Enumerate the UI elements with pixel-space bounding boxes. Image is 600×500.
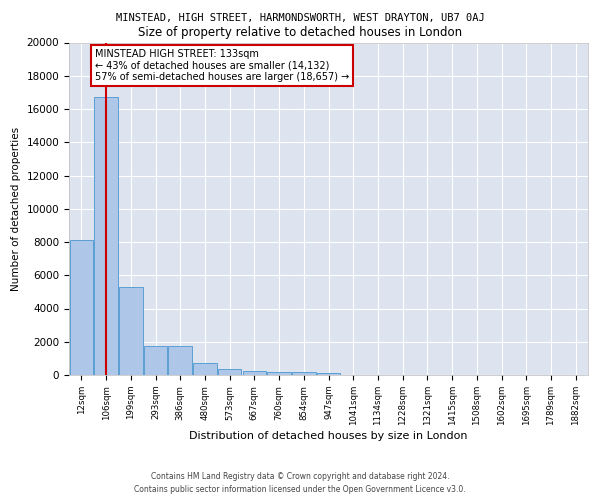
Bar (193, 364, 217, 375)
Bar (292, 372, 316, 375)
Bar (317, 372, 340, 375)
Y-axis label: Number of detached properties: Number of detached properties (11, 126, 21, 291)
Bar (218, 369, 241, 375)
Text: Contains HM Land Registry data © Crown copyright and database right 2024.
Contai: Contains HM Land Registry data © Crown c… (134, 472, 466, 494)
Bar (119, 287, 143, 375)
Bar (169, 346, 192, 375)
X-axis label: Distribution of detached houses by size in London: Distribution of detached houses by size … (189, 430, 468, 440)
Bar (144, 346, 167, 375)
Bar (70, 240, 93, 375)
Text: MINSTEAD, HIGH STREET, HARMONDSWORTH, WEST DRAYTON, UB7 0AJ: MINSTEAD, HIGH STREET, HARMONDSWORTH, WE… (116, 12, 484, 22)
Bar (94, 98, 118, 375)
Text: Size of property relative to detached houses in London: Size of property relative to detached ho… (138, 26, 462, 39)
Bar (242, 371, 266, 375)
Bar (268, 372, 291, 375)
Text: MINSTEAD HIGH STREET: 133sqm
← 43% of detached houses are smaller (14,132)
57% o: MINSTEAD HIGH STREET: 133sqm ← 43% of de… (95, 49, 349, 82)
